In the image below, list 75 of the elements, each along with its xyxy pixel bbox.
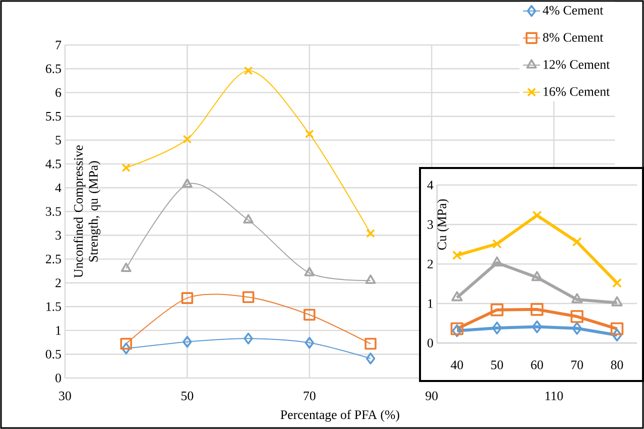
- point: [610, 322, 624, 336]
- point: [532, 320, 542, 334]
- point: [572, 322, 582, 335]
- y-tick-label: 4.5: [46, 160, 61, 168]
- point: [492, 322, 502, 334]
- x-tick-label: 60: [531, 360, 543, 370]
- point: [244, 66, 253, 76]
- y-tick-label: 1: [428, 299, 433, 308]
- point: [181, 292, 194, 304]
- point: [451, 291, 463, 302]
- point: [304, 266, 315, 276]
- point: [304, 308, 316, 321]
- y-tick-label: 3: [56, 230, 61, 240]
- y-tick-label: 2: [428, 260, 433, 268]
- point: [366, 228, 375, 238]
- point: [532, 210, 542, 220]
- point: [612, 328, 622, 342]
- point: [491, 256, 503, 266]
- y-tick-label: 2.5: [46, 254, 61, 264]
- point: [571, 293, 583, 304]
- x-tick-label: 50: [182, 392, 194, 400]
- point: [120, 262, 132, 272]
- y-tick-label: 6.5: [46, 64, 61, 74]
- point: [242, 291, 254, 304]
- y-tick-label: 1: [56, 326, 61, 335]
- point: [305, 130, 314, 138]
- y-tick-label: 4: [55, 183, 62, 192]
- y-tick-label: 0: [428, 338, 433, 348]
- point: [182, 134, 192, 144]
- point: [531, 271, 543, 282]
- point: [490, 303, 504, 316]
- point: [452, 250, 462, 260]
- y-tick-label: 6: [56, 88, 62, 97]
- y-tick-label: 3: [428, 220, 433, 229]
- point: [244, 332, 253, 344]
- y-tick-label: 5: [56, 136, 61, 144]
- x-tick-label: 90: [426, 392, 438, 400]
- x-axis-title: Percentage of PFA (%): [280, 410, 400, 422]
- y-tick-label: 5.5: [46, 112, 61, 121]
- y-tick-label: 0: [56, 374, 61, 382]
- legend-label: 12% Cement: [544, 60, 610, 69]
- x-tick-label: 40: [450, 360, 463, 370]
- point: [243, 214, 254, 224]
- point: [530, 303, 544, 316]
- y-tick-label: 4: [427, 180, 434, 190]
- legend-label: 4% Cement: [542, 6, 604, 15]
- y-tick-label: 3.5: [46, 207, 61, 216]
- x-tick-label: 50: [491, 360, 503, 370]
- x-tick-label: 30: [59, 392, 71, 400]
- y-axis-title: Cu (MPa): [437, 199, 449, 250]
- y-tick-label: 1.5: [46, 302, 61, 312]
- point: [182, 336, 192, 348]
- point: [364, 338, 376, 350]
- point: [611, 296, 623, 306]
- point: [492, 239, 502, 249]
- x-tick-label: 110: [546, 392, 563, 400]
- point: [182, 178, 192, 188]
- point: [612, 278, 622, 288]
- point: [120, 338, 132, 350]
- point: [366, 352, 376, 364]
- point: [572, 237, 582, 247]
- y-tick-label: 7: [56, 40, 62, 50]
- point: [570, 310, 584, 323]
- y-axis-title: Unconfined Compressive Strength, qu (MPa): [74, 145, 100, 278]
- point: [365, 274, 376, 284]
- x-tick-label: 70: [571, 360, 583, 370]
- y-tick-label: 2: [56, 278, 61, 288]
- legend-label: 8% Cement: [543, 32, 604, 42]
- point: [122, 163, 131, 172]
- point: [304, 336, 314, 349]
- x-tick-label: 70: [304, 392, 316, 400]
- x-tick-label: 80: [611, 360, 623, 370]
- y-tick-label: 0.5: [46, 350, 61, 359]
- legend-label: 16% Cement: [544, 87, 610, 96]
- point: [121, 342, 131, 354]
